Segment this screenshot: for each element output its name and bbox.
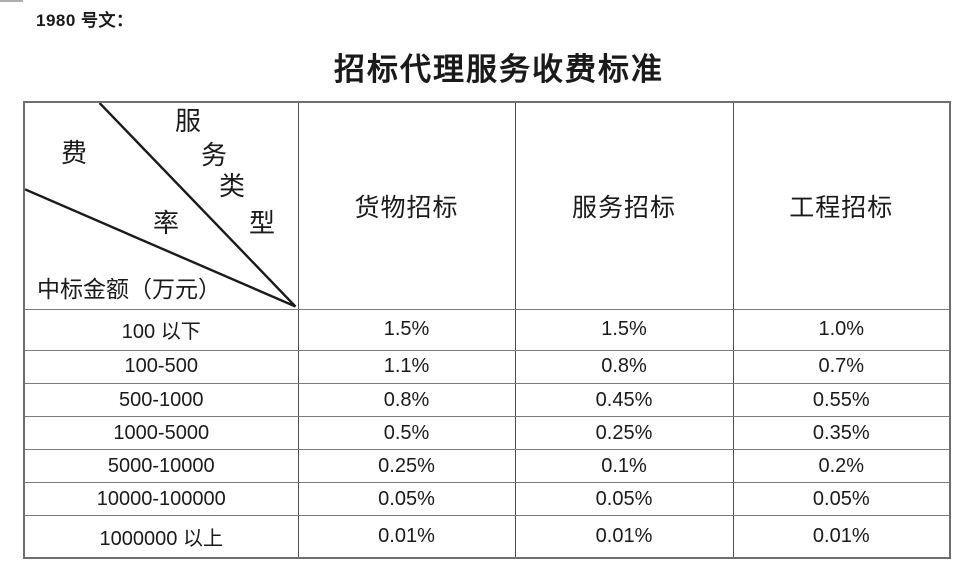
amount-range-cell: 1000000 以上 [23, 515, 299, 559]
amount-range-cell: 1000-5000 [23, 416, 299, 451]
col-axis-char: 务 [201, 141, 228, 170]
table-row: 100 以下 1.5% 1.5% 1.0% [23, 308, 951, 351]
table-row: 500-1000 0.8% 0.45% 0.55% [23, 382, 951, 418]
amount-range-cell: 10000-100000 [23, 482, 299, 517]
fee-value-cell: 0.05% [297, 482, 516, 517]
page-title: 招标代理服务收费标准 [334, 52, 664, 87]
col-axis-char: 型 [249, 209, 276, 238]
diagonal-header-cell: 服 务 类 型 费 率 中标金额（万元） [23, 101, 299, 310]
table-row: 100-500 1.1% 0.8% 0.7% [23, 349, 951, 384]
column-header-goods: 货物招标 [297, 101, 516, 310]
doc-number-label: 1980 号文： [36, 11, 134, 30]
column-header-engineering: 工程招标 [732, 101, 951, 310]
fee-value-cell: 0.2% [732, 449, 951, 484]
fee-value-cell: 0.8% [514, 349, 734, 384]
fee-value-cell: 0.01% [297, 515, 516, 559]
col-axis-char: 服 [175, 107, 202, 136]
row-axis-label: 中标金额（万元） [37, 276, 221, 302]
fee-value-cell: 1.0% [732, 308, 951, 351]
table-row: 1000-5000 0.5% 0.25% 0.35% [23, 416, 951, 451]
table-row: 1000000 以上 0.01% 0.01% 0.01% [23, 515, 951, 559]
table-row: 10000-100000 0.05% 0.05% 0.05% [23, 482, 951, 517]
screen-edge-fragment [0, 0, 23, 2]
amount-range-cell: 100-500 [23, 349, 299, 384]
fee-value-cell: 1.5% [514, 308, 734, 351]
fee-value-cell: 0.05% [732, 482, 951, 517]
amount-range-cell: 100 以下 [23, 308, 299, 351]
amount-range-cell: 5000-10000 [23, 449, 299, 484]
fee-value-cell: 0.1% [514, 449, 734, 484]
fee-value-cell: 0.01% [732, 515, 951, 559]
rate-axis-char: 率 [153, 209, 180, 238]
fee-value-cell: 0.25% [297, 449, 516, 484]
fee-value-cell: 0.5% [297, 416, 516, 451]
fee-value-cell: 0.8% [297, 382, 516, 418]
table-row: 5000-10000 0.25% 0.1% 0.2% [23, 449, 951, 484]
fee-value-cell: 0.45% [514, 382, 734, 418]
fee-standard-table: 服 务 类 型 费 率 中标金额（万元） 货物招标 服务招标 工程招标 100 … [23, 101, 951, 559]
table-header-row: 服 务 类 型 费 率 中标金额（万元） 货物招标 服务招标 工程招标 [23, 101, 951, 310]
fee-value-cell: 0.25% [514, 416, 734, 451]
rate-axis-char: 费 [61, 139, 88, 168]
fee-value-cell: 0.01% [514, 515, 734, 559]
fee-value-cell: 0.35% [732, 416, 951, 451]
amount-range-cell: 500-1000 [23, 382, 299, 418]
column-header-services: 服务招标 [514, 101, 734, 310]
fee-value-cell: 1.1% [297, 349, 516, 384]
fee-value-cell: 1.5% [297, 308, 516, 351]
fee-value-cell: 0.05% [514, 482, 734, 517]
col-axis-char: 类 [219, 172, 246, 201]
fee-value-cell: 0.7% [732, 349, 951, 384]
fee-value-cell: 0.55% [732, 382, 951, 418]
diagonal-split-lines [25, 103, 297, 308]
